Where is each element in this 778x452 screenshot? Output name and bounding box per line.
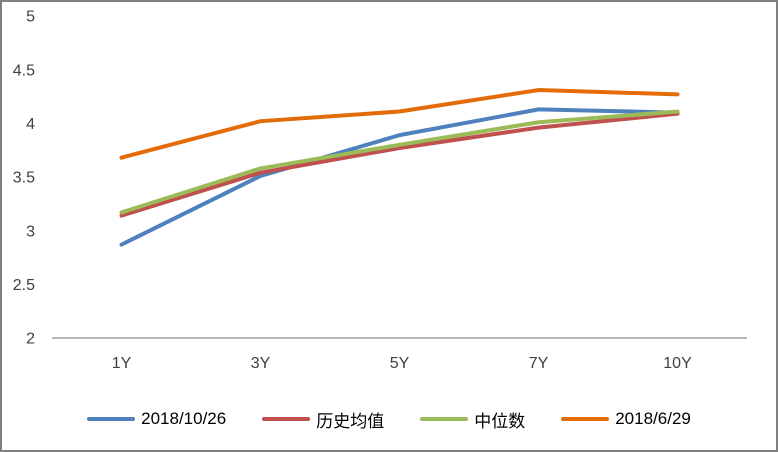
legend-label: 2018/6/29: [615, 409, 691, 428]
y-axis-tick-label: 2.5: [13, 277, 35, 294]
legend-line-swatch-blue: [87, 417, 136, 421]
legend-item-series-0: 2018/10/26: [87, 409, 226, 429]
y-axis-tick-label: 4: [26, 116, 35, 133]
line-chart-canvas: 2 2.5 3 3.5 4 4.5 5 1Y 3Y 5Y 7Y 10Y: [13, 9, 747, 372]
series-line-1: [119, 111, 680, 218]
x-axis-tick-label: 1Y: [112, 355, 132, 372]
x-axis-tick-label: 7Y: [529, 355, 549, 372]
y-axis-tick-label: 3.5: [13, 170, 35, 187]
x-axis-tick-label: 5Y: [390, 355, 410, 372]
legend-item-series-3: 2018/6/29: [561, 409, 691, 429]
y-axis-tick-label: 5: [26, 9, 35, 26]
legend-line-swatch-green: [420, 417, 469, 421]
legend-label: 2018/10/26: [141, 409, 227, 428]
series-line-2: [119, 109, 680, 215]
series-line-3: [119, 88, 680, 160]
legend-item-series-2: 中位数: [420, 407, 525, 432]
legend-line-swatch-red: [262, 417, 311, 421]
x-axis-tick-label: 3Y: [251, 355, 271, 372]
series-line-0: [119, 107, 680, 247]
y-axis-tick-label: 4.5: [13, 62, 35, 79]
y-axis-tick-label: 3: [26, 223, 35, 240]
legend-label: 历史均值: [316, 411, 385, 431]
chart-legend: 2018/10/26 历史均值 中位数 2018/6/29: [2, 402, 776, 436]
legend-label: 中位数: [474, 411, 526, 431]
y-axis-tick-label: 2: [26, 331, 35, 348]
legend-item-series-1: 历史均值: [262, 407, 384, 432]
legend-line-swatch-orange: [561, 417, 610, 421]
x-axis-tick-label: 10Y: [663, 355, 692, 372]
